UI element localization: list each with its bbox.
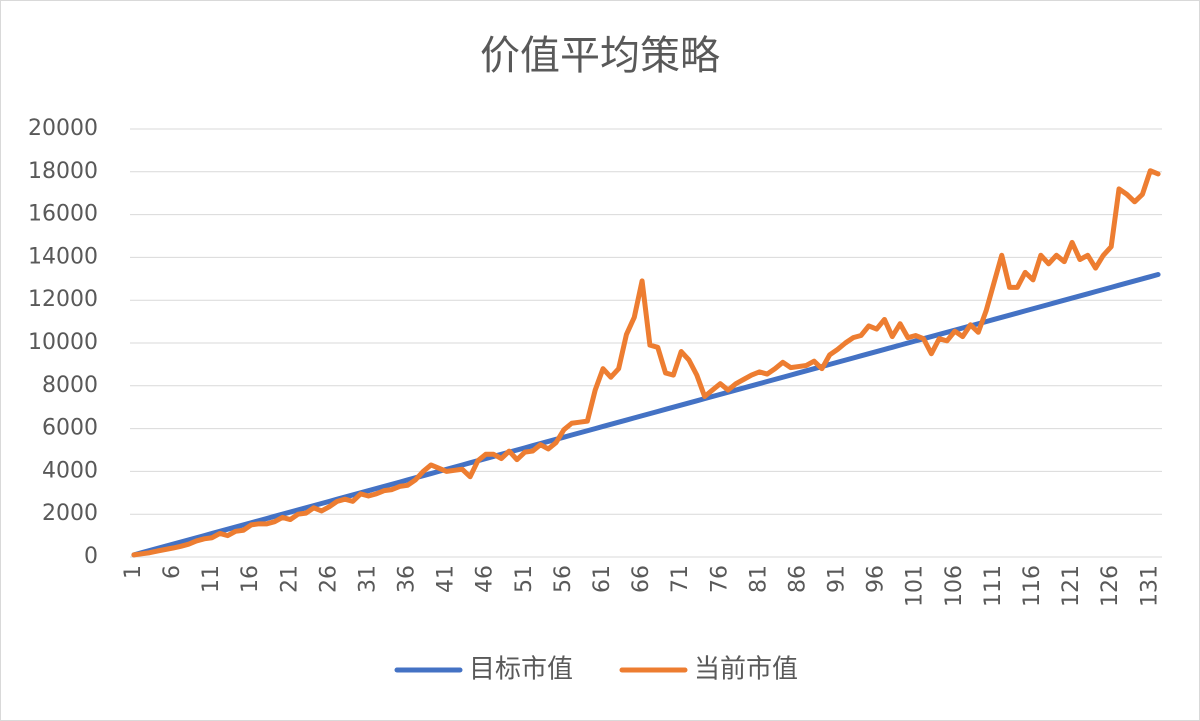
y-tick-label: 2000: [42, 501, 98, 526]
x-tick-label: 106: [942, 565, 967, 607]
y-tick-label: 6000: [42, 416, 98, 441]
y-tick-label: 8000: [42, 373, 98, 398]
y-tick-label: 0: [84, 544, 98, 569]
y-tick-label: 10000: [28, 330, 98, 355]
x-tick-label: 111: [981, 565, 1006, 607]
x-tick-label: 21: [277, 565, 302, 593]
x-tick-label: 71: [668, 565, 693, 593]
x-tick-label: 81: [746, 565, 771, 593]
x-tick-label: 26: [316, 565, 341, 593]
x-tick-label: 51: [512, 565, 537, 593]
x-tick-label: 121: [1059, 565, 1084, 607]
y-tick-label: 4000: [42, 458, 98, 483]
y-tick-label: 16000: [28, 202, 98, 227]
y-tick-label: 18000: [28, 159, 98, 184]
x-tick-label: 96: [864, 565, 889, 593]
legend-label: 目标市值: [469, 655, 573, 685]
x-tick-label: 116: [1020, 565, 1045, 607]
x-tick-label: 61: [590, 565, 615, 593]
x-tick-label: 56: [551, 565, 576, 593]
y-tick-label: 12000: [28, 287, 98, 312]
x-tick-label: 6: [160, 565, 185, 579]
chart-title: 价值平均策略: [480, 33, 720, 79]
x-tick-label: 131: [1137, 565, 1162, 607]
y-tick-label: 20000: [28, 116, 98, 141]
x-tick-label: 91: [825, 565, 850, 593]
x-tick-label: 46: [473, 565, 498, 593]
x-tick-label: 86: [785, 565, 810, 593]
x-tick-label: 31: [355, 565, 380, 593]
x-tick-label: 16: [238, 565, 263, 593]
x-tick-label: 76: [707, 565, 732, 593]
x-tick-label: 11: [199, 565, 224, 593]
legend-label: 当前市值: [694, 655, 798, 685]
x-tick-label: 1: [121, 565, 146, 579]
x-tick-label: 101: [903, 565, 928, 607]
series-line: [131, 272, 1161, 558]
x-tick-label: 41: [434, 565, 459, 593]
y-tick-label: 14000: [28, 244, 98, 269]
x-tick-label: 66: [629, 565, 654, 593]
x-tick-label: 126: [1098, 565, 1123, 607]
series-line: [131, 168, 1161, 558]
x-tick-label: 36: [395, 565, 420, 593]
